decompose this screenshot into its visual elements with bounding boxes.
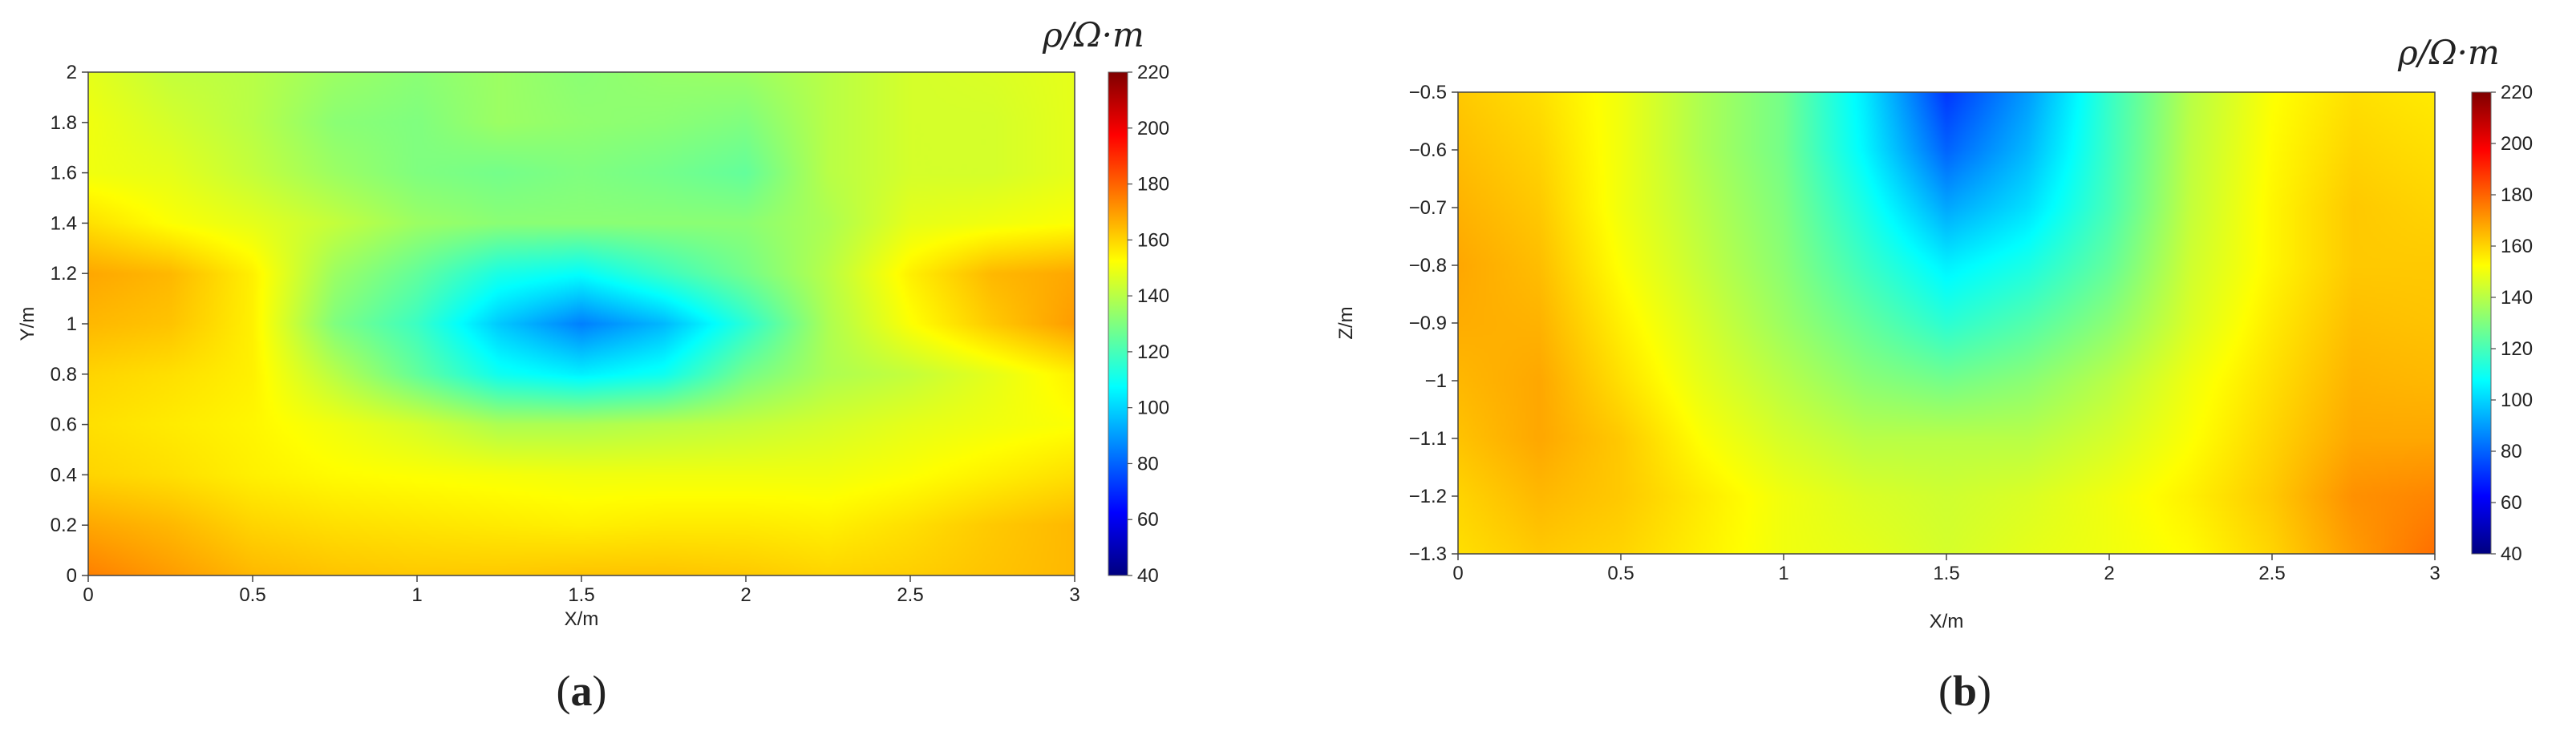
colorbar-tick-label: 180 <box>1137 174 1169 196</box>
x-tick-label: 2.5 <box>2258 563 2285 584</box>
y-tick-label: 0 <box>67 565 77 587</box>
colorbar-tick-label: 200 <box>1137 118 1169 139</box>
chart-a: 0 0.5 1 1.5 2 2.5 3 0 0.2 0.4 0.6 0.8 1 1.2 1.4 1.6 1.8… <box>17 15 1169 715</box>
y-tick-label: −1.1 <box>1409 428 1447 450</box>
panel-label-a: (a) <box>557 667 607 715</box>
colorbar-label-a: ρ/Ω·m <box>1042 15 1144 55</box>
colorbar-tick-label: 100 <box>2501 390 2533 411</box>
panel-letter-a: a <box>571 667 593 715</box>
colorbar-tick-label: 160 <box>2501 236 2533 257</box>
chart-b: 0 0.5 1 1.5 2 2.5 3 −1.3 −1.2 −1.1 −1 −0.9 −0.8 −0.7… <box>1335 33 2533 715</box>
y-axis-label-a: Y/m <box>17 307 38 341</box>
y-tick-label: 0.6 <box>51 414 77 436</box>
y-tick-label: −1 <box>1425 370 1447 392</box>
y-tick-label: −1.3 <box>1409 543 1447 565</box>
colorbar-tick-label: 120 <box>2501 338 2533 360</box>
x-tick-label: 2.5 <box>897 584 923 606</box>
panel-label-b: (b) <box>1938 667 1991 715</box>
colorbar-tick-label: 140 <box>2501 287 2533 309</box>
colorbar-tick-label: 200 <box>2501 133 2533 155</box>
x-tick-label: 0 <box>83 584 93 606</box>
x-axis-label-b: X/m <box>1930 611 1964 632</box>
x-tick-label: 0.5 <box>1607 563 1634 584</box>
x-tick-label: 1.5 <box>568 584 594 606</box>
x-axis-a: 0 0.5 1 1.5 2 2.5 3 <box>83 575 1080 606</box>
colorbar-tick-label: 60 <box>2501 492 2522 514</box>
x-tick-label: 3 <box>2429 563 2440 584</box>
y-tick-label: 1.4 <box>51 212 77 234</box>
colorbar-tick-label: 40 <box>2501 543 2522 565</box>
colorbar-tick-label: 80 <box>1137 453 1159 474</box>
x-tick-label: 0.5 <box>239 584 265 606</box>
y-tick-label: 1.8 <box>51 112 77 134</box>
y-tick-label: −0.8 <box>1409 255 1447 277</box>
colorbar-ticks-a: 40 60 80 100 120 140 160 180 200 220 <box>1128 62 1169 587</box>
x-tick-label: 2 <box>2104 563 2114 584</box>
y-tick-label: 0.2 <box>51 515 77 536</box>
colorbar-tick-label: 120 <box>1137 341 1169 363</box>
x-tick-label: 0 <box>1452 563 1463 584</box>
panel-letter-b: b <box>1953 667 1977 715</box>
colorbar-tick-label: 100 <box>1137 398 1169 419</box>
x-axis-label-a: X/m <box>565 608 599 630</box>
y-axis-label-b: Z/m <box>1335 306 1357 339</box>
colorbar-tick-label: 160 <box>1137 229 1169 251</box>
y-tick-label: 0.4 <box>51 464 77 486</box>
colorbar-tick-label: 220 <box>2501 82 2533 103</box>
y-tick-label: −0.9 <box>1409 313 1447 334</box>
y-tick-label: −1.2 <box>1409 486 1447 507</box>
y-tick-label: 1 <box>67 313 77 335</box>
colorbar-tick-label: 220 <box>1137 62 1169 83</box>
colorbar-tick-label: 60 <box>1137 509 1159 531</box>
colorbar-b <box>2471 91 2492 555</box>
y-tick-label: 1.2 <box>51 263 77 285</box>
colorbar-tick-label: 180 <box>2501 184 2533 206</box>
y-tick-label: 0.8 <box>51 364 77 386</box>
heatmap-a-image <box>88 72 1075 575</box>
x-tick-label: 1 <box>1778 563 1788 584</box>
x-tick-label: 2 <box>740 584 751 606</box>
colorbar-a <box>1108 71 1128 576</box>
colorbar-tick-label: 40 <box>1137 565 1159 587</box>
y-tick-label: −0.7 <box>1409 197 1447 219</box>
colorbar-label-b: ρ/Ω·m <box>2397 33 2500 72</box>
y-axis-b: −1.3 −1.2 −1.1 −1 −0.9 −0.8 −0.7 −0.6 −0.5 <box>1409 82 1458 565</box>
y-tick-label: −0.5 <box>1409 82 1447 103</box>
heatmap-b-image <box>1458 92 2435 554</box>
colorbar-tick-label: 140 <box>1137 285 1169 307</box>
colorbar-tick-label: 80 <box>2501 441 2522 462</box>
x-axis-b: 0 0.5 1 1.5 2 2.5 3 <box>1452 554 2440 584</box>
colorbar-ticks-b: 40 60 80 100 120 140 160 180 200 220 <box>2491 82 2533 565</box>
y-tick-label: 1.6 <box>51 163 77 184</box>
y-axis-a: 0 0.2 0.4 0.6 0.8 1 1.2 1.4 1.6 1.8 2 <box>51 62 88 587</box>
y-tick-label: 2 <box>67 62 77 83</box>
x-tick-label: 1 <box>411 584 422 606</box>
y-tick-label: −0.6 <box>1409 139 1447 161</box>
x-tick-label: 1.5 <box>1933 563 1959 584</box>
x-tick-label: 3 <box>1069 584 1079 606</box>
